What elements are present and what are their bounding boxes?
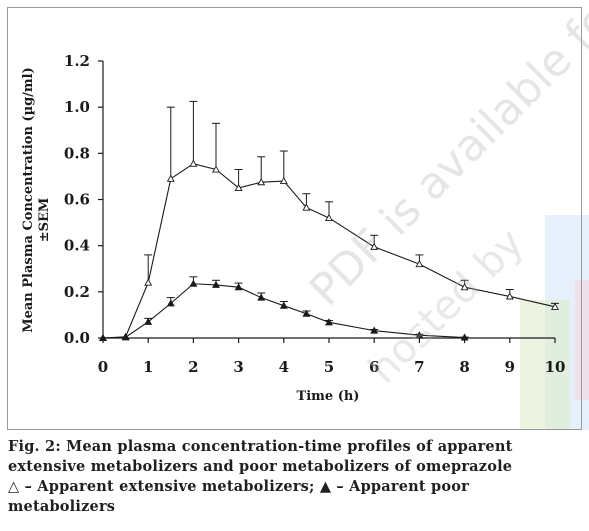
x-tick-label: 4 (279, 358, 289, 376)
series-line (102, 163, 556, 339)
chart-text: Mean Plasma Concentration (µg/ml) ±SEM T… (21, 67, 359, 404)
data-point (302, 203, 311, 211)
data-point (415, 260, 424, 268)
data-point (370, 326, 379, 334)
x-tick-label: 8 (459, 358, 469, 376)
data-point (415, 331, 424, 339)
data-point (166, 299, 175, 307)
data-point (279, 176, 288, 185)
data-point (166, 174, 175, 182)
y-tick-label: 0.0 (64, 329, 90, 347)
y-tick-label: 0.4 (64, 237, 90, 255)
data-point (234, 183, 243, 191)
y-tick-label: 0.2 (64, 283, 90, 301)
x-tick-label: 2 (188, 358, 198, 376)
data-point (257, 178, 266, 186)
y-tick-label: 0.8 (64, 144, 90, 162)
series-2 (99, 276, 469, 342)
caption-line-1: Fig. 2: Mean plasma concentration-time p… (8, 438, 513, 455)
x-axis-title: Time (h) (297, 389, 360, 404)
data-point (144, 317, 153, 325)
data-point (551, 302, 559, 310)
data-point (99, 333, 107, 342)
x-tick-label: 0 (98, 358, 108, 376)
caption-line-3: △ – Apparent extensive metabolizers; ▲ –… (8, 478, 469, 495)
data-point (302, 309, 311, 317)
x-tick-label: 7 (414, 358, 424, 376)
data-point (189, 279, 198, 287)
figure-caption: Fig. 2: Mean plasma concentration-time p… (8, 437, 583, 517)
data-point (212, 280, 220, 288)
data-point (325, 213, 333, 221)
watermark-band-pink (575, 280, 589, 400)
x-tick-label: 1 (143, 358, 153, 376)
caption-line-2: extensive metabolizers and poor metaboli… (8, 458, 513, 475)
y-tick-label: 1.2 (64, 52, 90, 70)
data-point (234, 283, 243, 291)
axes: 0.0 0.2 0.4 0.6 0.8 1.0 1.2 0 1 2 3 4 5 6 7 8 9 10 (64, 52, 566, 376)
x-tick-label: 6 (369, 358, 379, 376)
x-tick-label: 9 (505, 358, 515, 376)
series-1 (99, 100, 559, 342)
y-tick-label: 1.0 (64, 98, 90, 116)
data-point (121, 333, 130, 341)
data-point (460, 283, 469, 291)
series-layer (99, 100, 559, 342)
y-axis-title-line2: ±SEM (37, 198, 52, 243)
data-point (370, 242, 379, 250)
y-axis-title: Mean Plasma Concentration (µg/ml) (21, 67, 36, 333)
x-tick-label: 3 (233, 358, 243, 376)
data-point (279, 301, 288, 309)
data-point (257, 293, 266, 301)
data-point (189, 159, 198, 167)
caption-line-4: metabolizers (8, 498, 116, 515)
watermark-band-green (520, 300, 570, 430)
y-axis-title-line2-text: ±SEM (37, 198, 52, 243)
y-tick-label: 0.6 (64, 191, 90, 209)
y-axis-title-line1: Mean Plasma Concentration (µg/ml) (21, 67, 36, 333)
x-tick-label: 10 (545, 358, 566, 376)
data-point (460, 333, 469, 341)
x-tick-label: 5 (324, 358, 334, 376)
chart-frame (7, 7, 582, 430)
data-point (505, 292, 514, 300)
data-point (212, 165, 220, 173)
data-point (144, 278, 153, 286)
data-point (325, 318, 333, 326)
series-line (102, 283, 465, 339)
